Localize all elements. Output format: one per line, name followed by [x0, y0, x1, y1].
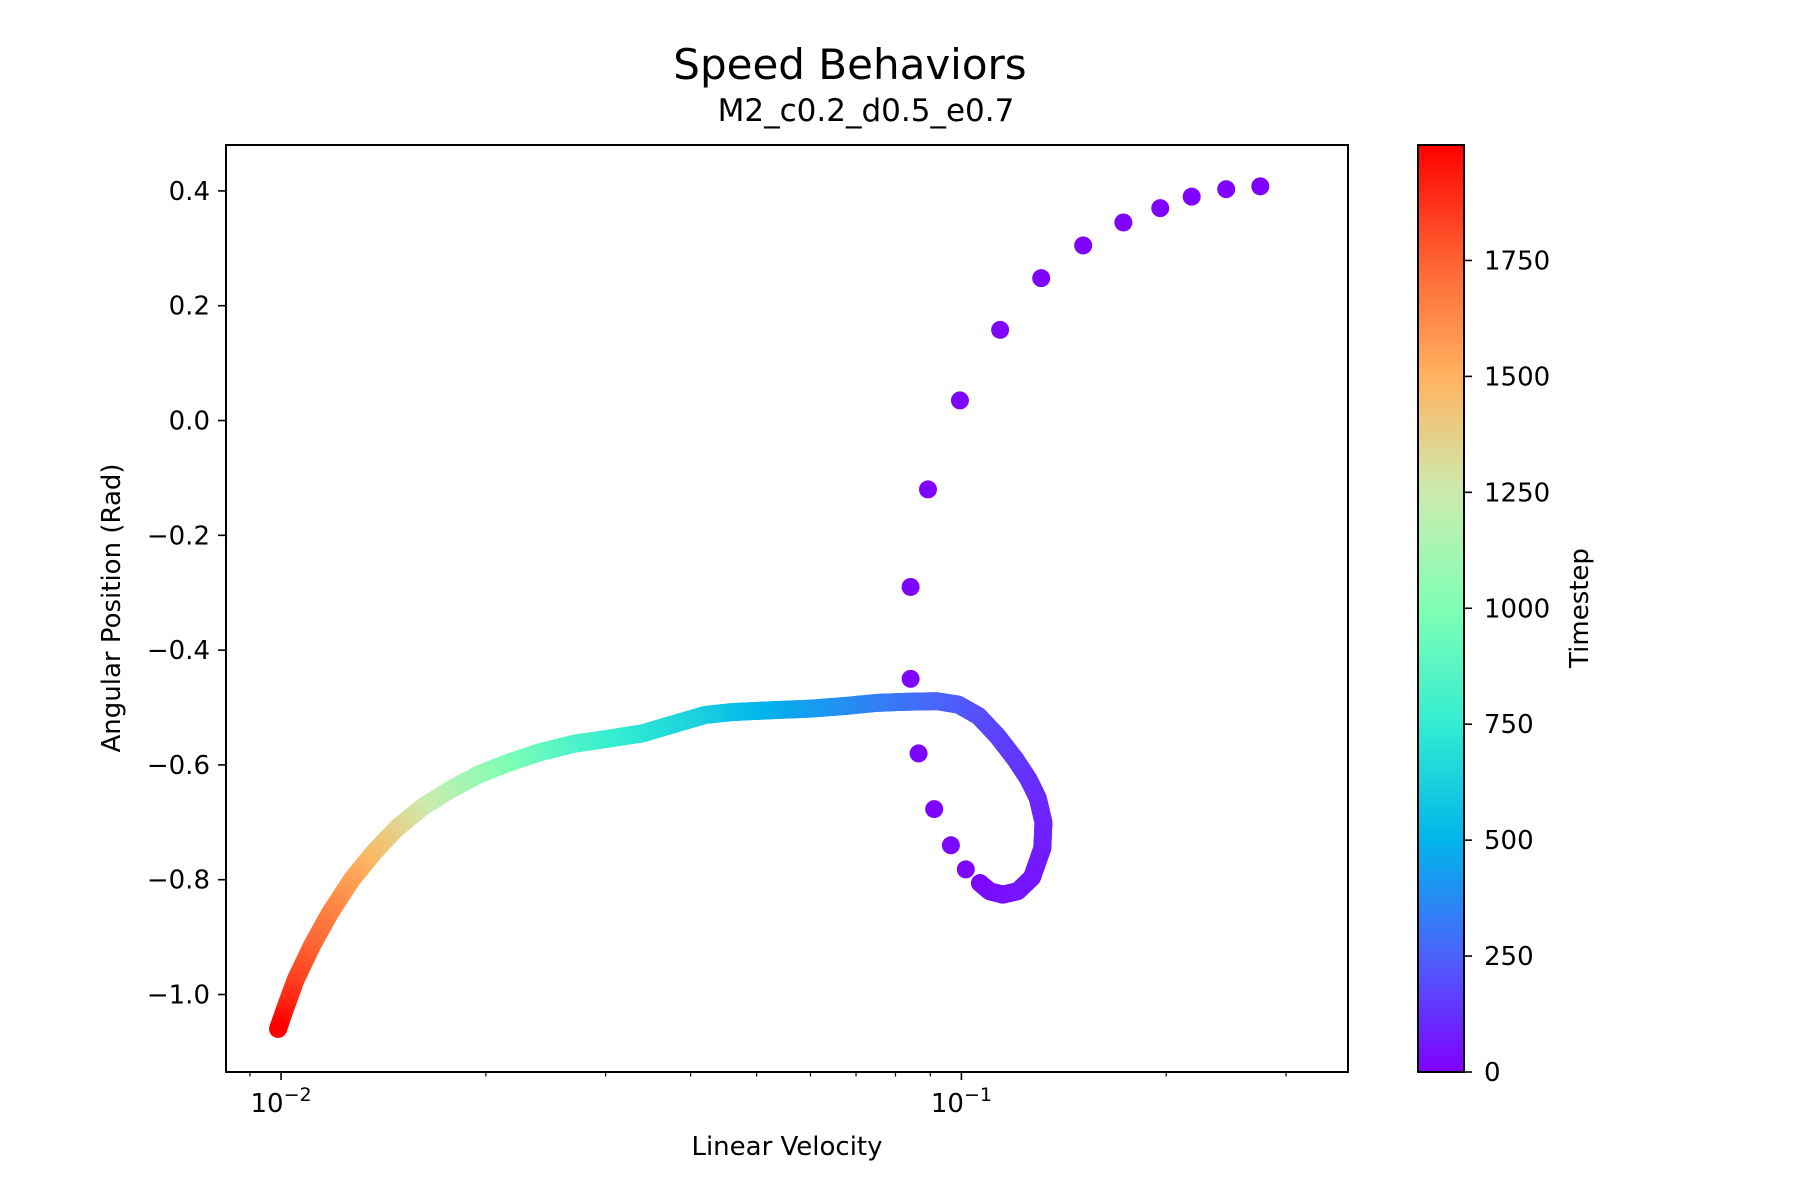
data-point	[950, 391, 969, 410]
data-point	[991, 320, 1010, 339]
colorbar-tick-label: 1750	[1484, 246, 1550, 276]
colorbar-label: Timestep	[1565, 548, 1595, 669]
colorbar-axis: 0 250 500 750 1000 1250 1500 1750	[1464, 246, 1550, 1088]
x-axis: 10−2 10−1	[249, 1072, 1287, 1119]
y-tick-label: −0.2	[147, 521, 210, 551]
x-tick-label: 10−2	[251, 1084, 312, 1119]
data-point	[1114, 213, 1133, 232]
y-tick-label: −0.6	[147, 751, 210, 781]
chart-subtitle: M2_c0.2_d0.5_e0.7	[718, 93, 1015, 129]
data-point	[1074, 236, 1093, 255]
data-point	[971, 874, 990, 893]
data-point	[1182, 187, 1201, 206]
y-axis: 0.4 0.2 0.0 −0.2 −0.4 −0.6 −0.8 −1.0	[147, 177, 226, 1011]
y-axis-label: Angular Position (Rad)	[97, 463, 127, 752]
data-point	[918, 480, 937, 499]
colorbar-tick-label: 0	[1484, 1058, 1501, 1088]
colorbar-tick-label: 1250	[1484, 478, 1550, 508]
y-tick-label: −0.4	[147, 636, 210, 666]
x-axis-label: Linear Velocity	[691, 1132, 882, 1162]
data-point	[941, 836, 960, 855]
colorbar-tick-label: 250	[1484, 942, 1534, 972]
y-tick-label: −0.8	[147, 866, 210, 896]
y-tick-label: 0.0	[169, 407, 210, 437]
trajectory-point	[269, 1019, 288, 1038]
colorbar	[1417, 144, 1465, 1073]
plot-frame	[225, 144, 1349, 1073]
colorbar-tick-label: 1500	[1484, 362, 1550, 392]
plot-area	[269, 177, 1270, 1038]
y-tick-label: 0.4	[169, 177, 210, 207]
data-point	[901, 577, 920, 596]
data-point	[1151, 199, 1170, 218]
data-point	[1032, 269, 1051, 288]
colorbar-tick-label: 750	[1484, 710, 1534, 740]
colorbar-tick-label: 500	[1484, 826, 1534, 856]
y-tick-label: 0.2	[169, 292, 210, 322]
data-point	[1251, 177, 1270, 196]
data-point	[925, 800, 944, 819]
data-point	[1217, 180, 1236, 199]
data-point	[956, 860, 975, 879]
data-point	[909, 744, 928, 763]
y-tick-label: −1.0	[147, 981, 210, 1011]
chart-title: Speed Behaviors	[673, 40, 1026, 89]
data-point	[901, 669, 920, 688]
x-tick-label: 10−1	[931, 1084, 992, 1119]
colorbar-tick-label: 1000	[1484, 594, 1550, 624]
